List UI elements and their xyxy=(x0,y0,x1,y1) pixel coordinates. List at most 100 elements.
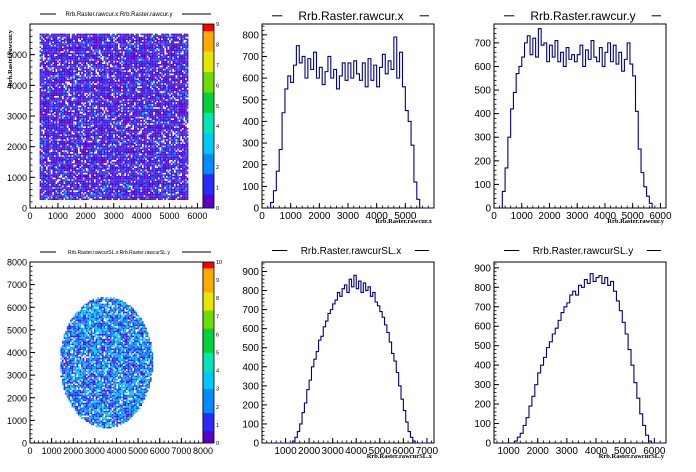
heatmap-cell xyxy=(122,83,125,85)
heatmap-cell xyxy=(100,118,102,120)
heatmap-cell xyxy=(100,65,102,68)
heatmap-cell xyxy=(78,86,80,88)
heatmap-cell xyxy=(124,192,126,194)
heatmap-cell xyxy=(86,94,88,96)
heatmap-cell xyxy=(94,188,96,191)
heatmap-cell xyxy=(62,59,64,61)
heatmap-cell xyxy=(79,100,82,103)
heatmap-cell xyxy=(122,180,125,183)
heatmap-cell xyxy=(49,179,51,181)
heatmap-cell xyxy=(47,180,50,183)
heatmap-cell xyxy=(55,110,58,112)
heatmap-cell xyxy=(82,62,85,64)
heatmap-cell xyxy=(114,169,117,172)
heatmap-cell xyxy=(105,190,107,192)
heatmap-cell xyxy=(122,72,125,74)
heatmap-cell xyxy=(62,113,64,116)
heatmap-cell xyxy=(47,88,50,90)
heatmap-cell xyxy=(71,57,74,60)
heatmap-cell xyxy=(94,38,96,40)
heatmap-cell xyxy=(58,174,61,176)
heatmap-cell xyxy=(94,168,96,170)
heatmap-cell xyxy=(52,94,54,96)
heatmap-cell xyxy=(81,105,83,108)
heatmap-cell xyxy=(102,129,104,132)
heatmap-cell xyxy=(57,86,59,88)
heatmap-cell xyxy=(41,92,43,95)
heatmap-cell xyxy=(81,172,83,175)
heatmap-cell xyxy=(44,195,46,197)
heatmap-cell xyxy=(90,132,93,135)
heatmap-cell xyxy=(52,179,54,181)
heatmap-cell xyxy=(108,59,110,61)
heatmap-cell xyxy=(42,140,45,143)
heatmap-cell xyxy=(124,147,126,149)
heatmap-cell xyxy=(81,104,83,106)
heatmap-cell xyxy=(87,155,90,157)
heatmap-cell xyxy=(113,196,115,199)
heatmap-cell xyxy=(70,52,72,55)
heatmap-cell xyxy=(102,126,104,128)
heatmap-cell xyxy=(95,144,98,146)
heatmap-cell xyxy=(121,121,123,124)
heatmap-cell xyxy=(52,137,54,140)
heatmap-cell xyxy=(87,177,90,180)
heatmap-cell xyxy=(71,166,74,168)
heatmap-cell xyxy=(118,36,120,39)
heatmap-cell xyxy=(111,46,114,48)
heatmap-cell xyxy=(119,177,122,180)
heatmap-cell xyxy=(103,164,106,167)
heatmap-cell xyxy=(95,46,98,48)
heatmap-cell xyxy=(62,108,64,111)
heatmap-cell xyxy=(86,179,88,181)
heatmap-cell xyxy=(70,110,72,112)
heatmap-cell xyxy=(79,153,82,156)
heatmap-cell xyxy=(42,46,45,48)
heatmap-cell xyxy=(52,153,54,156)
heatmap-cell xyxy=(126,59,128,61)
heatmap-cell xyxy=(100,163,102,165)
heatmap-cell xyxy=(89,144,91,146)
heatmap-cell xyxy=(68,195,70,197)
heatmap-cell xyxy=(68,118,70,120)
heatmap-cell xyxy=(39,72,42,74)
heatmap-cell xyxy=(76,62,78,64)
heatmap-cell xyxy=(118,75,120,77)
heatmap-cell xyxy=(46,102,48,104)
heatmap-cell xyxy=(113,67,115,69)
heatmap-cell xyxy=(42,35,45,37)
heatmap-cell xyxy=(57,190,59,192)
heatmap-cell xyxy=(97,36,99,39)
heatmap-cell xyxy=(78,180,80,183)
heatmap-cell xyxy=(86,153,88,156)
heatmap-cell xyxy=(60,137,62,140)
heatmap-cell xyxy=(121,147,123,149)
heatmap-cell xyxy=(52,72,54,74)
heatmap-cell xyxy=(66,36,69,39)
heatmap-cell xyxy=(84,128,86,130)
heatmap-cell xyxy=(71,105,74,108)
heatmap-cell xyxy=(89,124,91,127)
heatmap-cell xyxy=(87,91,90,93)
heatmap-cell xyxy=(78,188,80,191)
heatmap-cell xyxy=(66,128,69,130)
heatmap-cell xyxy=(79,70,82,72)
heatmap-cell xyxy=(97,59,99,61)
heatmap-cell xyxy=(57,113,59,116)
heatmap-cell xyxy=(76,89,78,92)
heatmap-cell xyxy=(52,60,54,63)
heatmap-cell xyxy=(62,75,64,77)
heatmap-cell xyxy=(119,38,122,40)
heatmap-cell xyxy=(90,148,93,151)
heatmap-cell xyxy=(113,44,115,47)
heatmap-cell xyxy=(68,126,70,128)
heatmap-cell xyxy=(82,124,85,127)
heatmap-cell xyxy=(47,152,50,154)
heatmap-cell xyxy=(66,123,69,125)
heatmap-cell xyxy=(95,97,98,100)
heatmap-cell xyxy=(63,132,66,135)
heatmap-cell xyxy=(60,121,62,124)
heatmap-cell xyxy=(57,182,59,184)
heatmap-cell xyxy=(114,184,117,186)
heatmap-cell xyxy=(44,196,46,199)
